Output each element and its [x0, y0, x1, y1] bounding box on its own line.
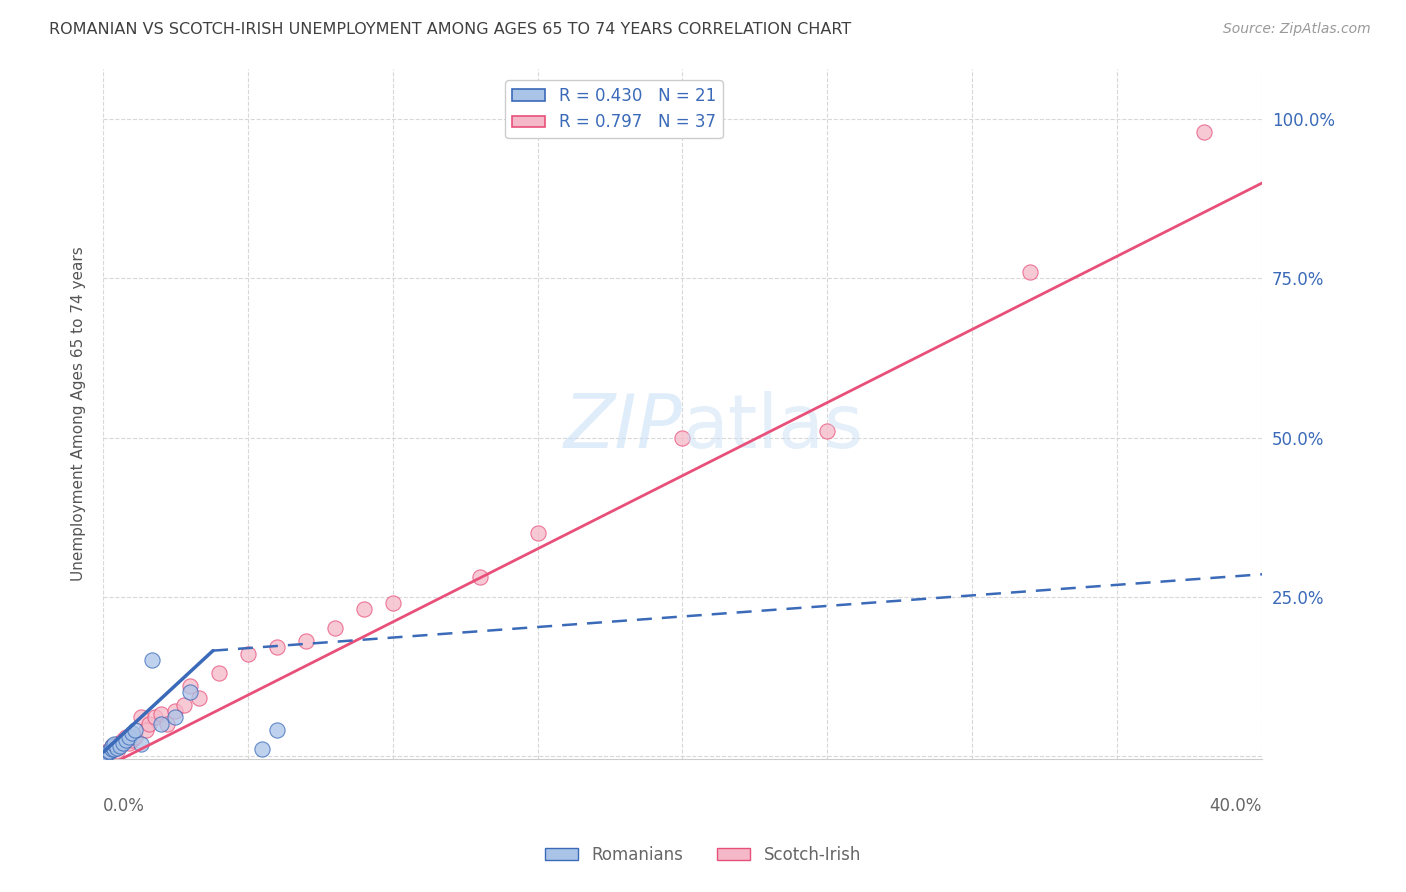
Legend: R = 0.430   N = 21, R = 0.797   N = 37: R = 0.430 N = 21, R = 0.797 N = 37 — [505, 80, 723, 138]
Point — [118, 736, 141, 750]
Point — [124, 730, 146, 744]
Point — [129, 710, 152, 724]
Point — [149, 716, 172, 731]
Point — [129, 737, 152, 751]
Point — [815, 424, 838, 438]
Point — [103, 741, 125, 756]
Text: ZIP: ZIP — [564, 392, 682, 464]
Point — [294, 634, 316, 648]
Point — [149, 707, 172, 722]
Point — [671, 430, 693, 444]
Point — [179, 679, 201, 693]
Point — [138, 716, 160, 731]
Y-axis label: Unemployment Among Ages 65 to 74 years: Unemployment Among Ages 65 to 74 years — [72, 246, 86, 581]
Text: 0.0%: 0.0% — [103, 797, 145, 814]
Point — [110, 736, 132, 750]
Point — [97, 746, 120, 760]
Point — [266, 723, 288, 738]
Point — [100, 739, 122, 753]
Point — [141, 653, 163, 667]
Point — [118, 730, 141, 744]
Point — [100, 742, 122, 756]
Point — [103, 742, 125, 756]
Point — [381, 596, 404, 610]
Text: atlas: atlas — [682, 391, 863, 464]
Point — [165, 704, 187, 718]
Point — [143, 710, 166, 724]
Point — [121, 732, 143, 747]
Text: Source: ZipAtlas.com: Source: ZipAtlas.com — [1223, 22, 1371, 37]
Text: 40.0%: 40.0% — [1209, 797, 1263, 814]
Point — [353, 602, 375, 616]
Point — [105, 741, 128, 756]
Point — [121, 726, 143, 740]
Point — [112, 736, 135, 750]
Point — [103, 737, 125, 751]
Point — [468, 570, 491, 584]
Point — [100, 742, 122, 756]
Point — [105, 743, 128, 757]
Point — [187, 691, 209, 706]
Point — [266, 640, 288, 655]
Point — [156, 716, 179, 731]
Point — [236, 647, 259, 661]
Point — [94, 746, 117, 760]
Point — [124, 723, 146, 738]
Point — [105, 737, 128, 751]
Point — [252, 742, 274, 756]
Point — [97, 743, 120, 757]
Point — [1192, 125, 1215, 139]
Point — [165, 710, 187, 724]
Point — [115, 732, 138, 747]
Point — [208, 665, 231, 680]
Text: ROMANIAN VS SCOTCH-IRISH UNEMPLOYMENT AMONG AGES 65 TO 74 YEARS CORRELATION CHAR: ROMANIAN VS SCOTCH-IRISH UNEMPLOYMENT AM… — [49, 22, 852, 37]
Point — [179, 685, 201, 699]
Point — [94, 747, 117, 761]
Point — [110, 739, 132, 753]
Point — [115, 730, 138, 744]
Point — [135, 723, 157, 738]
Point — [97, 743, 120, 757]
Point — [526, 525, 548, 540]
Legend: Romanians, Scotch-Irish: Romanians, Scotch-Irish — [538, 839, 868, 871]
Point — [97, 747, 120, 761]
Point — [323, 621, 346, 635]
Point — [1019, 265, 1042, 279]
Point — [100, 739, 122, 753]
Point — [112, 732, 135, 747]
Point — [173, 698, 195, 712]
